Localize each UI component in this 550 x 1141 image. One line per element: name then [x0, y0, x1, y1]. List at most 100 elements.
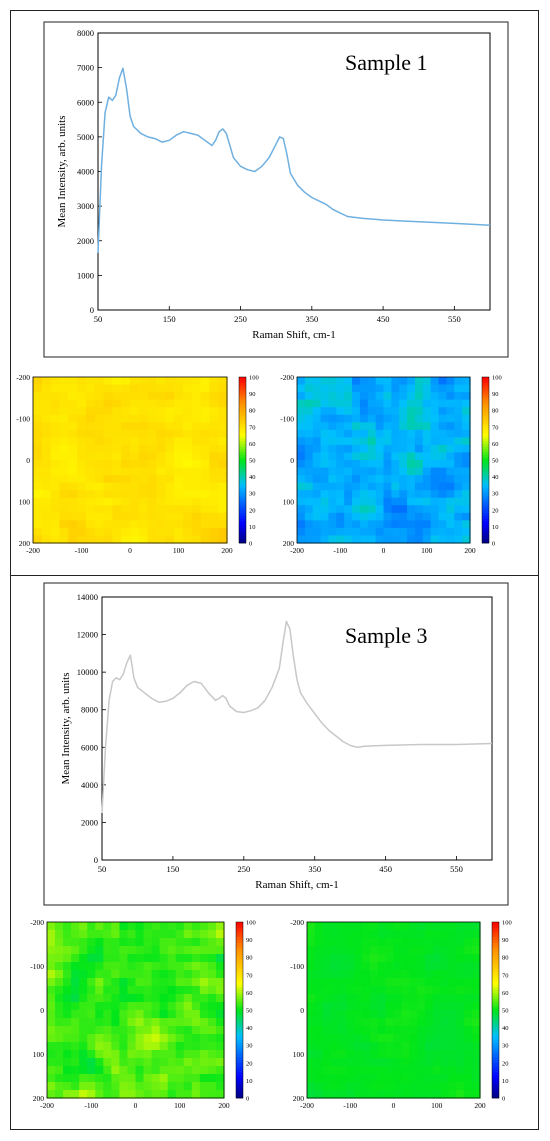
- heatmap-1a-cell: [59, 475, 69, 484]
- heatmap-3b-cell: [448, 1026, 458, 1035]
- heatmap-1b-cell: [438, 422, 448, 431]
- heatmap-1a-cell: [59, 407, 69, 416]
- heatmap-1b-cell: [359, 520, 369, 529]
- heatmap-1b-cell: [430, 392, 440, 401]
- heatmap-3b-cell: [424, 1018, 434, 1027]
- heatmap-3a-colorbar-segment: [236, 1089, 243, 1093]
- heatmap-1b-cell: [367, 407, 377, 416]
- heatmap-3a-cell: [143, 946, 153, 955]
- heatmap-1b-colorbar-segment: [482, 379, 489, 383]
- heatmap-3a-cell: [175, 1034, 185, 1043]
- heatmap-1b-cell: [304, 414, 314, 423]
- heatmap-3b-cell: [432, 1082, 442, 1091]
- heatmap-3b-cell: [354, 1090, 363, 1099]
- heatmap-1b-cell: [422, 384, 432, 393]
- heatmap-3a-cell: [95, 986, 104, 995]
- sample-divider: [10, 575, 539, 576]
- heatmap-3a-colorbar-segment: [236, 1007, 243, 1011]
- heatmap-3b-cell: [448, 1042, 458, 1051]
- heatmap-1a-colorbar-label: 60: [249, 441, 256, 448]
- heatmap-3a-cell: [159, 1010, 169, 1019]
- heatmap-3a-xtick-label: -100: [84, 1101, 98, 1110]
- heatmap-3a-cell: [127, 930, 137, 939]
- heatmap-1b-cell: [304, 407, 314, 416]
- heatmap-3b-cell: [307, 1018, 316, 1027]
- heatmap-1a-cell: [182, 482, 193, 491]
- heatmap-3b-cell: [472, 938, 481, 947]
- heatmap-3a-cell: [71, 1026, 80, 1035]
- heatmap-3b-cell: [377, 994, 387, 1003]
- heatmap-3b-cell: [369, 1034, 379, 1043]
- heatmap-3b-cell: [409, 1058, 418, 1067]
- heatmap-3b-cell: [354, 954, 363, 963]
- heatmap-3b-cell: [377, 1002, 387, 1011]
- heatmap-1b-cell: [336, 535, 345, 544]
- heatmap-1a-cell: [200, 535, 210, 544]
- heatmap-1b-cell: [430, 497, 440, 506]
- heatmap-1b-cell: [399, 490, 408, 499]
- heatmap-1a-cell: [59, 527, 69, 537]
- heatmap-3b-cell: [448, 1090, 458, 1099]
- heatmap-3b-cell: [369, 1018, 379, 1027]
- heatmap-1a-cell: [191, 527, 202, 537]
- heatmap-1b-colorbar-segment: [482, 437, 489, 442]
- heatmap-1b-cell: [375, 377, 385, 386]
- heatmap-1a-cell: [130, 520, 140, 529]
- heatmap-3b-cell: [448, 1066, 458, 1075]
- heatmap-1b-cell: [312, 392, 322, 401]
- heatmap-3b-cell: [338, 930, 347, 939]
- heatmap-3a-cell: [71, 1058, 80, 1067]
- heatmap-1b-cell: [367, 384, 377, 393]
- heatmap-3b-cell: [393, 986, 402, 995]
- heatmap-1a-cell: [156, 377, 166, 386]
- heatmap-3b-cell: [393, 1090, 402, 1099]
- heatmap-1a-cell: [41, 414, 52, 423]
- heatmap-3a-cell: [207, 986, 217, 995]
- heatmap-3a-cell: [207, 1058, 217, 1067]
- heatmap-3a-cell: [95, 946, 104, 955]
- heatmap-1b-cell: [383, 452, 392, 461]
- heatmap-1b-cell: [430, 452, 440, 461]
- heatmap-3a-cell: [63, 1002, 72, 1011]
- heatmap-1b-ytick-label: 200: [283, 539, 295, 548]
- heatmap-1a-cell: [33, 422, 43, 431]
- heatmap-3a-cell: [215, 1034, 225, 1043]
- heatmap-3a-cell: [215, 1066, 225, 1075]
- heatmap-1b-cell: [328, 520, 337, 529]
- heatmap-1a-colorbar-segment: [239, 448, 246, 453]
- heatmap-3a-cell: [183, 986, 193, 995]
- heatmap-3b-colorbar-segment: [492, 1048, 499, 1052]
- heatmap-1a-cell: [191, 460, 202, 469]
- heatmap-3a-cell: [71, 970, 80, 979]
- heatmap-3b-cell: [338, 1066, 347, 1075]
- heatmap-1b-cell: [297, 475, 306, 484]
- heatmap-3b-cell: [338, 954, 347, 963]
- heatmap-1b-cell: [352, 460, 361, 469]
- heatmap-3a-cell: [47, 970, 56, 979]
- heatmap-3b-cell: [338, 946, 347, 955]
- heatmap-1a-cell: [59, 377, 69, 386]
- heatmap-1a-cell: [156, 422, 166, 431]
- heatmap-1b-cell: [312, 399, 322, 408]
- heatmap-1b-cell: [454, 399, 463, 408]
- heatmap-1b-cell: [383, 527, 392, 537]
- heatmap-1b-cell: [430, 505, 440, 514]
- heatmap-3a-colorbar-segment: [236, 945, 243, 949]
- heatmap-3b-cell: [464, 1002, 473, 1011]
- heatmap-1b-cell: [320, 414, 330, 423]
- heatmap-3b-cell: [362, 922, 371, 931]
- heatmap-1a-cell: [191, 437, 202, 446]
- heatmap-3a-colorbar-segment: [236, 960, 243, 964]
- heatmap-3b-cell: [330, 1010, 340, 1019]
- heatmap-1a-cell: [209, 490, 219, 499]
- heatmap-3b-colorbar-segment: [492, 1010, 499, 1014]
- heatmap-1b-cell: [304, 490, 314, 499]
- heatmap-1a-cell: [138, 512, 149, 521]
- heatmap-3b-colorbar-label: 40: [502, 1025, 509, 1032]
- heatmap-1b-cell: [320, 422, 330, 431]
- heatmap-1a-colorbar-segment: [239, 401, 246, 406]
- heatmap-3a-cell: [103, 930, 112, 939]
- heatmap-1b-cell: [375, 482, 385, 491]
- heatmap-3a-cell: [135, 946, 145, 955]
- heatmap-1a-cell: [218, 437, 228, 446]
